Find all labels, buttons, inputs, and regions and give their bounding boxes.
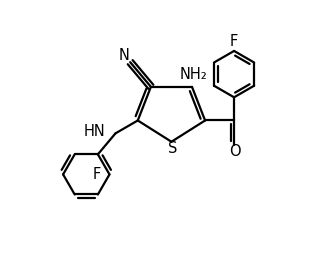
Text: HN: HN <box>84 124 106 139</box>
Text: F: F <box>230 34 238 49</box>
Text: N: N <box>119 48 130 63</box>
Text: S: S <box>168 141 178 156</box>
Text: F: F <box>92 167 100 182</box>
Text: NH₂: NH₂ <box>180 67 208 82</box>
Text: O: O <box>229 144 241 159</box>
